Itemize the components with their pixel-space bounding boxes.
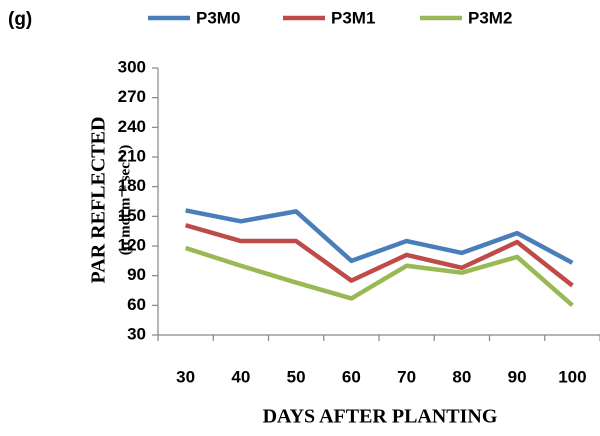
- y-tick-label: 30: [127, 324, 146, 343]
- x-tick-label: 60: [342, 367, 361, 386]
- y-tick-label: 270: [118, 87, 146, 106]
- y-tick-label: 90: [127, 265, 146, 284]
- y-axis-unit: (µ mol m⁻² sec⁻¹): [117, 145, 133, 256]
- x-tick-label: 90: [508, 367, 527, 386]
- y-tick-label: 180: [118, 176, 146, 195]
- y-tick-label: 150: [118, 206, 146, 225]
- x-tick-label: 40: [231, 367, 250, 386]
- legend-label: P3M2: [468, 8, 512, 27]
- y-tick-label: 210: [118, 146, 146, 165]
- legend-label: P3M0: [196, 8, 240, 27]
- x-tick-label: 50: [287, 367, 306, 386]
- x-tick-label: 80: [452, 367, 471, 386]
- y-tick-label: 60: [127, 295, 146, 314]
- legend-label: P3M1: [331, 8, 375, 27]
- y-axis-title: PAR REFLECTED: [88, 117, 110, 284]
- series-line: [184, 245, 574, 308]
- series-line: [185, 208, 574, 265]
- x-tick-label: 100: [558, 367, 586, 386]
- series-line: [185, 223, 574, 288]
- y-tick-label: 300: [118, 57, 146, 76]
- x-tick-label: 70: [397, 367, 416, 386]
- chart-title: (g): [8, 9, 32, 30]
- x-tick-label: 30: [176, 367, 195, 386]
- y-tick-label: 120: [118, 235, 146, 254]
- y-tick-label: 240: [118, 117, 146, 136]
- x-axis-title: DAYS AFTER PLANTING: [263, 406, 498, 428]
